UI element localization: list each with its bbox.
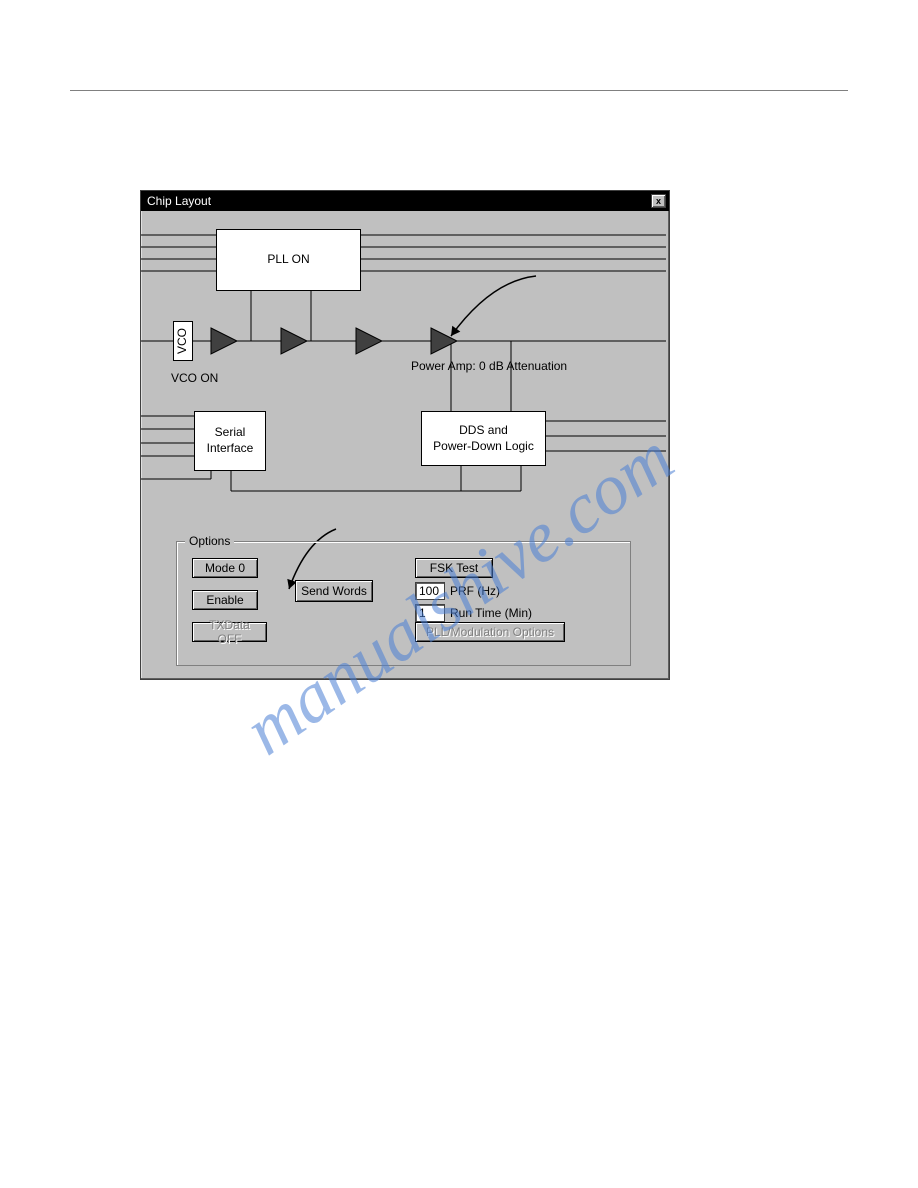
prf-label: PRF (Hz): [450, 584, 500, 598]
txdata-label: TXData OFF: [197, 618, 262, 646]
diagram-canvas: PLL ON VCO Serial Interface DDS and Powe…: [141, 211, 669, 681]
pllmod-label: PLL/Modulation Options: [426, 625, 554, 639]
runtime-input[interactable]: 1: [415, 604, 445, 622]
mode0-button[interactable]: Mode 0: [192, 558, 258, 578]
sendwords-label: Send Words: [301, 584, 367, 598]
power-amp-label: Power Amp: 0 dB Attenuation: [411, 359, 567, 373]
enable-label: Enable: [206, 593, 243, 607]
window-title: Chip Layout: [144, 194, 211, 208]
pll-modulation-button[interactable]: PLL/Modulation Options: [415, 622, 565, 642]
runtime-label: Run Time (Min): [450, 606, 532, 620]
fsktest-label: FSK Test: [430, 561, 478, 575]
prf-value: 100: [419, 584, 439, 598]
options-groupbox: Options Mode 0 Enable TXData OFF Send Wo…: [176, 541, 631, 666]
serial-label: Serial Interface: [207, 425, 254, 456]
page-header-rule: [70, 90, 848, 91]
titlebar: Chip Layout x: [141, 191, 669, 211]
close-icon[interactable]: x: [651, 194, 666, 208]
fsktest-button[interactable]: FSK Test: [415, 558, 493, 578]
vco-on-label: VCO ON: [171, 371, 218, 385]
vco-label: VCO: [175, 328, 191, 354]
txdata-button[interactable]: TXData OFF: [192, 622, 267, 642]
options-legend: Options: [185, 534, 234, 548]
pll-label: PLL ON: [267, 252, 309, 268]
enable-button[interactable]: Enable: [192, 590, 258, 610]
vco-block[interactable]: VCO: [173, 321, 193, 361]
sendwords-button[interactable]: Send Words: [295, 580, 373, 602]
chip-layout-window: Chip Layout x PLL ON VCO Serial Interfac…: [140, 190, 670, 680]
serial-interface-block[interactable]: Serial Interface: [194, 411, 266, 471]
dds-block[interactable]: DDS and Power-Down Logic: [421, 411, 546, 466]
mode0-label: Mode 0: [205, 561, 245, 575]
runtime-value: 1: [419, 606, 426, 620]
prf-input[interactable]: 100: [415, 582, 445, 600]
dds-label: DDS and Power-Down Logic: [433, 423, 534, 454]
pll-block[interactable]: PLL ON: [216, 229, 361, 291]
